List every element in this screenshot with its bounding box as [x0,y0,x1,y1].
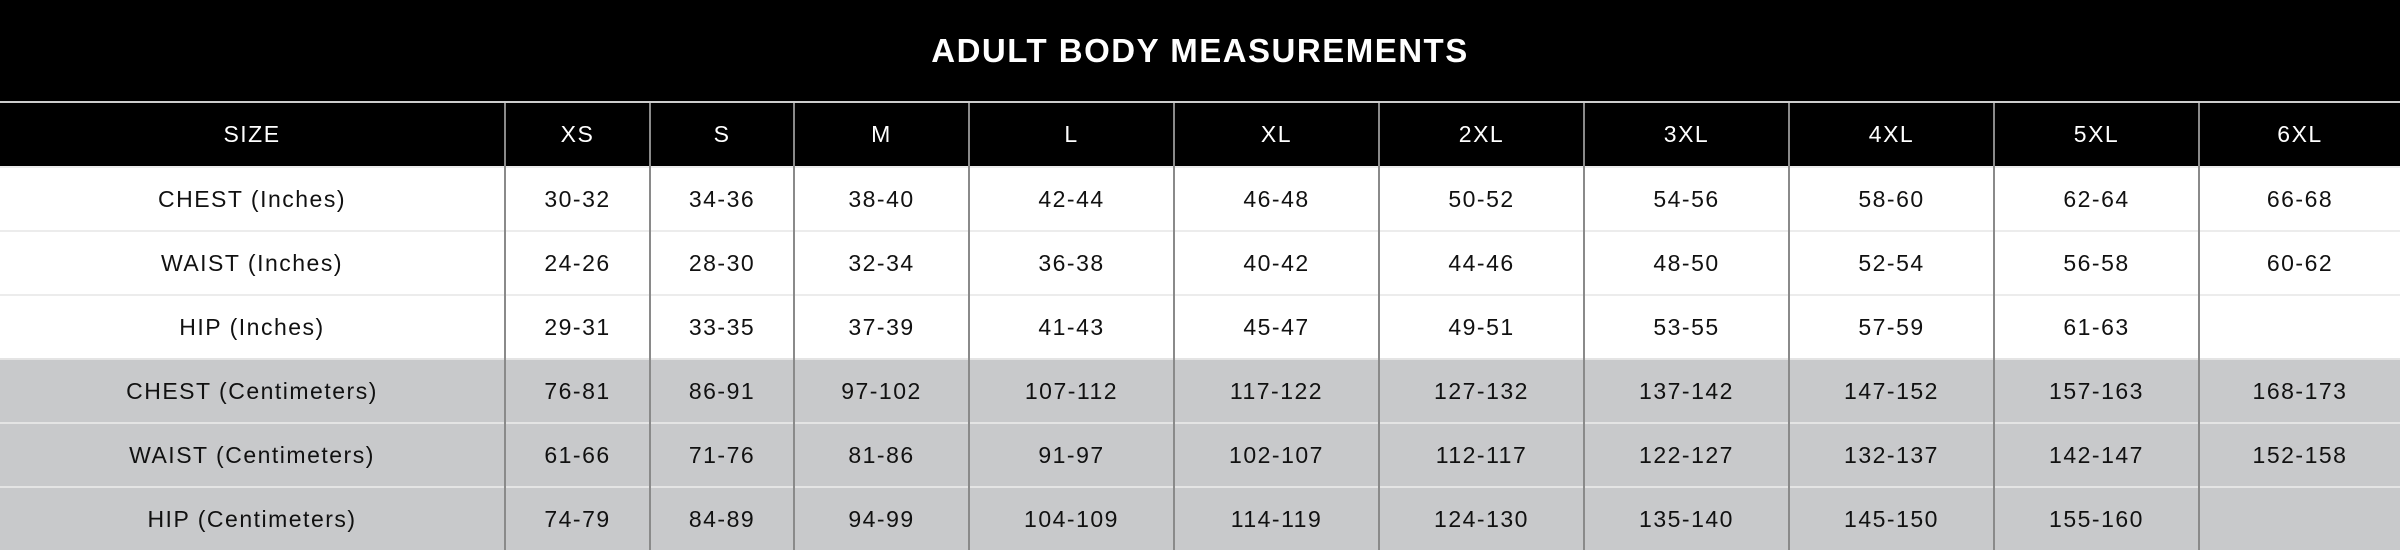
measurement-cell: 29-31 [504,294,650,359]
measurement-cell: 74-79 [504,486,650,550]
measurement-cell: 155-160 [1993,486,2199,550]
measurement-cell: 32-34 [793,230,969,295]
measurement-cell: 34-36 [649,166,794,231]
column-header-5xl: 5XL [1993,103,2199,167]
measurement-cell: 49-51 [1378,294,1584,359]
measurement-cell: 76-81 [504,358,650,423]
measurement-cell: 66-68 [2198,166,2400,231]
column-header-size: SIZE [0,103,505,167]
measurement-cell: 71-76 [649,422,794,487]
measurement-cell: 30-32 [504,166,650,231]
row-label: HIP (Centimeters) [0,486,505,550]
measurement-cell: 58-60 [1788,166,1994,231]
measurement-cell: 86-91 [649,358,794,423]
measurement-cell: 53-55 [1583,294,1789,359]
measurement-cell: 37-39 [793,294,969,359]
measurement-cell: 42-44 [968,166,1174,231]
measurement-cell: 112-117 [1378,422,1584,487]
measurement-cell: 135-140 [1583,486,1789,550]
measurement-cell: 147-152 [1788,358,1994,423]
measurement-cell: 104-109 [968,486,1174,550]
measurement-cell: 114-119 [1173,486,1379,550]
measurement-cell: 44-46 [1378,230,1584,295]
measurement-cell: 57-59 [1788,294,1994,359]
measurement-cell: 168-173 [2198,358,2400,423]
row-label: HIP (Inches) [0,294,505,359]
measurement-cell: 117-122 [1173,358,1379,423]
measurement-cell: 38-40 [793,166,969,231]
column-header-s: S [649,103,794,167]
measurement-cell: 152-158 [2198,422,2400,487]
measurement-cell: 62-64 [1993,166,2199,231]
column-header-m: M [793,103,969,167]
column-header-4xl: 4XL [1788,103,1994,167]
row-label: CHEST (Centimeters) [0,358,505,423]
measurement-cell: 61-63 [1993,294,2199,359]
column-header-xs: XS [504,103,650,167]
measurement-cell: 40-42 [1173,230,1379,295]
measurement-cell: 145-150 [1788,486,1994,550]
measurement-cell: 127-132 [1378,358,1584,423]
measurement-cell: 56-58 [1993,230,2199,295]
column-header-2xl: 2XL [1378,103,1584,167]
column-header-6xl: 6XL [2198,103,2400,167]
table-row: WAIST (Centimeters) 61-66 71-76 81-86 91-97 1… [0,422,2400,487]
row-label: CHEST (Inches) [0,166,505,231]
measurement-cell: 81-86 [793,422,969,487]
measurement-cell: 102-107 [1173,422,1379,487]
measurement-cell: 84-89 [649,486,794,550]
measurement-cell: 132-137 [1788,422,1994,487]
table-row: CHEST (Centimeters) 76-81 86-91 97-102 107-1… [0,358,2400,423]
measurement-cell: 124-130 [1378,486,1584,550]
measurement-cell: 97-102 [793,358,969,423]
measurement-cell: 45-47 [1173,294,1379,359]
measurement-cell: 91-97 [968,422,1174,487]
column-header-3xl: 3XL [1583,103,1789,167]
measurement-cell: 94-99 [793,486,969,550]
measurement-cell: 54-56 [1583,166,1789,231]
column-header-xl: XL [1173,103,1379,167]
table-row: HIP (Centimeters) 74-79 84-89 94-99 104-109 1… [0,486,2400,550]
table-row: CHEST (Inches) 30-32 34-36 38-40 42-44 46-48 5… [0,166,2400,231]
measurement-cell: 122-127 [1583,422,1789,487]
measurement-cell: 52-54 [1788,230,1994,295]
measurement-cell: 24-26 [504,230,650,295]
table-title: ADULT BODY MEASUREMENTS [0,0,2400,103]
measurement-cell: 61-66 [504,422,650,487]
measurement-cell [2198,294,2400,359]
row-label: WAIST (Inches) [0,230,505,295]
header-row: SIZE XS S M L XL 2XL 3XL 4XL 5XL 6XL [0,103,2400,167]
measurement-cell: 60-62 [2198,230,2400,295]
table-row: HIP (Inches) 29-31 33-35 37-39 41-43 45-47 49-… [0,294,2400,359]
measurement-cell: 157-163 [1993,358,2199,423]
size-chart-table: SIZE XS S M L XL 2XL 3XL 4XL 5XL 6XL CHEST (Inches… [0,103,2400,550]
measurement-cell: 46-48 [1173,166,1379,231]
measurement-cell: 36-38 [968,230,1174,295]
row-label: WAIST (Centimeters) [0,422,505,487]
column-header-l: L [968,103,1174,167]
measurement-cell: 33-35 [649,294,794,359]
table-row: WAIST (Inches) 24-26 28-30 32-34 36-38 40-42 4… [0,230,2400,295]
measurement-cell: 107-112 [968,358,1174,423]
measurement-cell: 50-52 [1378,166,1584,231]
measurement-cell: 28-30 [649,230,794,295]
measurement-cell: 142-147 [1993,422,2199,487]
measurement-cell: 41-43 [968,294,1174,359]
measurement-cell: 137-142 [1583,358,1789,423]
measurement-cell [2198,486,2400,550]
measurement-cell: 48-50 [1583,230,1789,295]
